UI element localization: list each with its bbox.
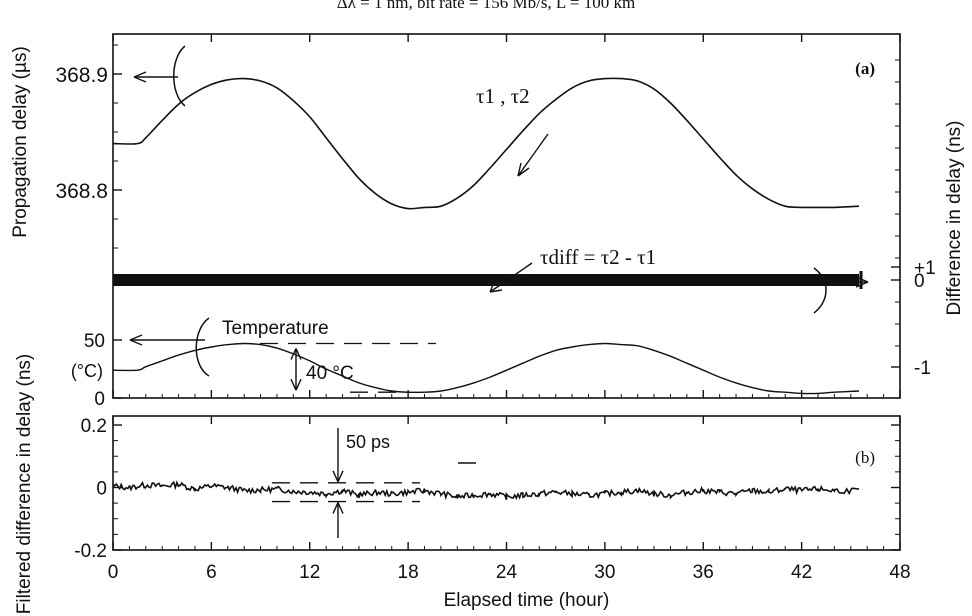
series-filtered-difference-line	[112, 480, 860, 501]
x-tick-label: 30	[594, 562, 615, 583]
tau-axis-bracket	[173, 45, 186, 107]
tau-pointer-head	[517, 162, 530, 177]
tau-axis-arrow-head	[133, 71, 147, 83]
ps-arrow-down-head	[332, 470, 344, 483]
x-tick-label: 42	[791, 562, 812, 583]
panel-b-frame	[112, 415, 901, 551]
text-layer: Δλ = 1 nm, bit rate = 156 Mb/s, L = 100 …	[10, 0, 965, 614]
annotation-layer	[129, 45, 869, 538]
b-tick-label: 0	[96, 479, 107, 500]
tau-label: τ1 , τ2	[476, 84, 530, 108]
left-tick-label: 368.8	[55, 180, 108, 203]
diff-axis-bracket	[813, 267, 827, 314]
temp-swing-arrow-down	[290, 378, 302, 391]
left-axis-label: Propagation delay (µs)	[10, 46, 31, 238]
tau-diff-pointer-head	[489, 279, 503, 293]
temp-tick-label: 0	[94, 389, 105, 410]
series-tau-diff-core	[113, 274, 860, 286]
plot-frames	[112, 33, 901, 551]
data-layer	[112, 77, 863, 501]
temp-tick-label: 50	[84, 331, 105, 352]
left-tick-label: 368.9	[55, 64, 108, 87]
ps-swing-label: 50 ps	[346, 432, 390, 452]
x-tick-label: 18	[398, 562, 419, 583]
x-tick-label: 12	[299, 562, 320, 583]
tau-pointer-line	[517, 133, 549, 177]
panel-b-label: (b)	[855, 448, 875, 467]
panel-a-label: (a)	[855, 59, 875, 78]
x-tick-label: 0	[108, 562, 119, 583]
right-axis-label: Difference in delay (ns)	[944, 120, 965, 315]
b-tick-label: 0.2	[81, 416, 107, 437]
right-tick-label: 0	[914, 271, 925, 292]
right-tick-label: +1	[914, 258, 936, 279]
temp-swing-label: 40 °C	[306, 363, 354, 384]
x-tick-label: 36	[693, 562, 714, 583]
temp-swing-arrow-up	[290, 348, 302, 360]
tau-diff-label: τdiff = τ2 - τ1	[540, 245, 656, 269]
diff-axis-arrow-head	[855, 276, 869, 288]
series-tau-line	[112, 77, 860, 210]
right-tick-label: -1	[914, 358, 931, 379]
x-tick-label: 24	[496, 562, 518, 583]
temperature-bracket	[195, 317, 210, 377]
temperature-arrow-head	[129, 334, 143, 346]
temp-axis-label: (°C)	[71, 361, 103, 381]
tau-diff-pointer-line	[489, 262, 533, 293]
ps-arrow-up-head	[332, 502, 344, 514]
x-tick-label: 6	[206, 562, 217, 583]
x-axis-label: Elapsed time (hour)	[444, 590, 610, 611]
series-temperature-line	[112, 342, 860, 395]
b-axis-label: Filtered difference in delay (ns)	[14, 354, 35, 615]
header-caption: Δλ = 1 nm, bit rate = 156 Mb/s, L = 100 …	[337, 0, 636, 12]
temperature-label: Temperature	[222, 318, 329, 339]
b-tick-label: -0.2	[74, 541, 107, 562]
x-tick-label: 48	[889, 562, 910, 583]
